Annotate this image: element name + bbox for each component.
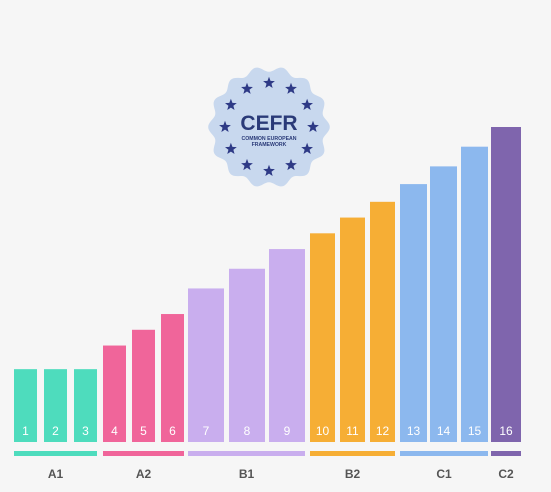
seal-star-icon — [307, 120, 319, 133]
bar-number-label: 15 — [468, 424, 482, 438]
seal-star-icon — [225, 142, 237, 155]
bar-number-label: 11 — [346, 424, 359, 438]
bar-number-label: 10 — [316, 424, 330, 438]
bar-step-16 — [491, 127, 521, 442]
bar-number-label: 9 — [284, 424, 291, 438]
level-strip-c1 — [400, 451, 488, 456]
bar-step-5 — [132, 329, 155, 442]
seal-star-icon — [301, 142, 313, 155]
bar-number-label: 6 — [169, 424, 176, 438]
bar-step-13 — [400, 184, 427, 442]
seal-badge-shape — [208, 67, 330, 187]
seal-star-icon — [285, 158, 297, 171]
seal-subtitle-line-1: COMMON EUROPEAN — [241, 136, 296, 142]
seal-star-icon — [263, 76, 275, 89]
bar-number-label: 16 — [499, 424, 513, 438]
bar-step-11 — [340, 217, 365, 442]
seal-title: CEFR — [240, 112, 297, 135]
level-strip-c2 — [491, 451, 521, 456]
level-strip-b2 — [310, 451, 395, 456]
bars-group: 1 2 3 4 5 6 7 8 9 10 11 12 13 14 15 16 — [14, 127, 521, 442]
bar-step-7 — [188, 288, 224, 442]
bar-number-label: 1 — [22, 424, 29, 438]
seal-stars-ring — [219, 76, 319, 177]
bar-step-15 — [461, 146, 488, 442]
level-label-c1: C1 — [436, 467, 452, 481]
bar-step-3 — [74, 369, 97, 442]
bar-number-label: 2 — [52, 424, 59, 438]
bar-number-label: 4 — [111, 424, 118, 438]
seal-star-icon — [219, 120, 231, 133]
bar-number-label: 3 — [82, 424, 89, 438]
bar-step-10 — [310, 233, 335, 442]
bar-step-14 — [430, 166, 457, 442]
bar-step-9 — [269, 249, 305, 442]
seal-star-icon — [301, 98, 313, 111]
bar-number-label: 7 — [203, 424, 210, 438]
level-strip-b1 — [188, 451, 305, 456]
bar-number-label: 8 — [244, 424, 251, 438]
seal-star-icon — [241, 82, 253, 94]
bar-step-4 — [103, 345, 126, 442]
level-strip-a1 — [14, 451, 97, 456]
level-strip-a2 — [103, 451, 184, 456]
level-label-c2: C2 — [498, 467, 514, 481]
bar-step-6 — [161, 314, 184, 442]
bar-step-12 — [370, 201, 395, 442]
bar-step-1 — [14, 369, 37, 442]
level-label-b2: B2 — [345, 467, 361, 481]
seal-star-icon — [285, 82, 297, 94]
bar-number-label: 14 — [437, 424, 451, 438]
level-label-a2: A2 — [136, 467, 152, 481]
level-label-a1: A1 — [48, 467, 64, 481]
seal-star-icon — [241, 158, 253, 171]
level-label-b1: B1 — [239, 467, 255, 481]
bar-step-2 — [44, 369, 67, 442]
bar-number-label: 5 — [140, 424, 147, 438]
seal-star-icon — [225, 98, 237, 111]
seal-star-icon — [263, 164, 275, 177]
seal-subtitle-line-2: FRAMEWORK — [252, 142, 287, 148]
bar-number-label: 13 — [407, 424, 421, 438]
cefr-logo-badge: CEFR COMMON EUROPEAN FRAMEWORK — [208, 67, 330, 187]
bar-step-8 — [229, 268, 265, 442]
bar-number-label: 12 — [376, 424, 390, 438]
level-brackets-group: A1 A2 B1 B2 C1 C2 — [14, 451, 521, 481]
